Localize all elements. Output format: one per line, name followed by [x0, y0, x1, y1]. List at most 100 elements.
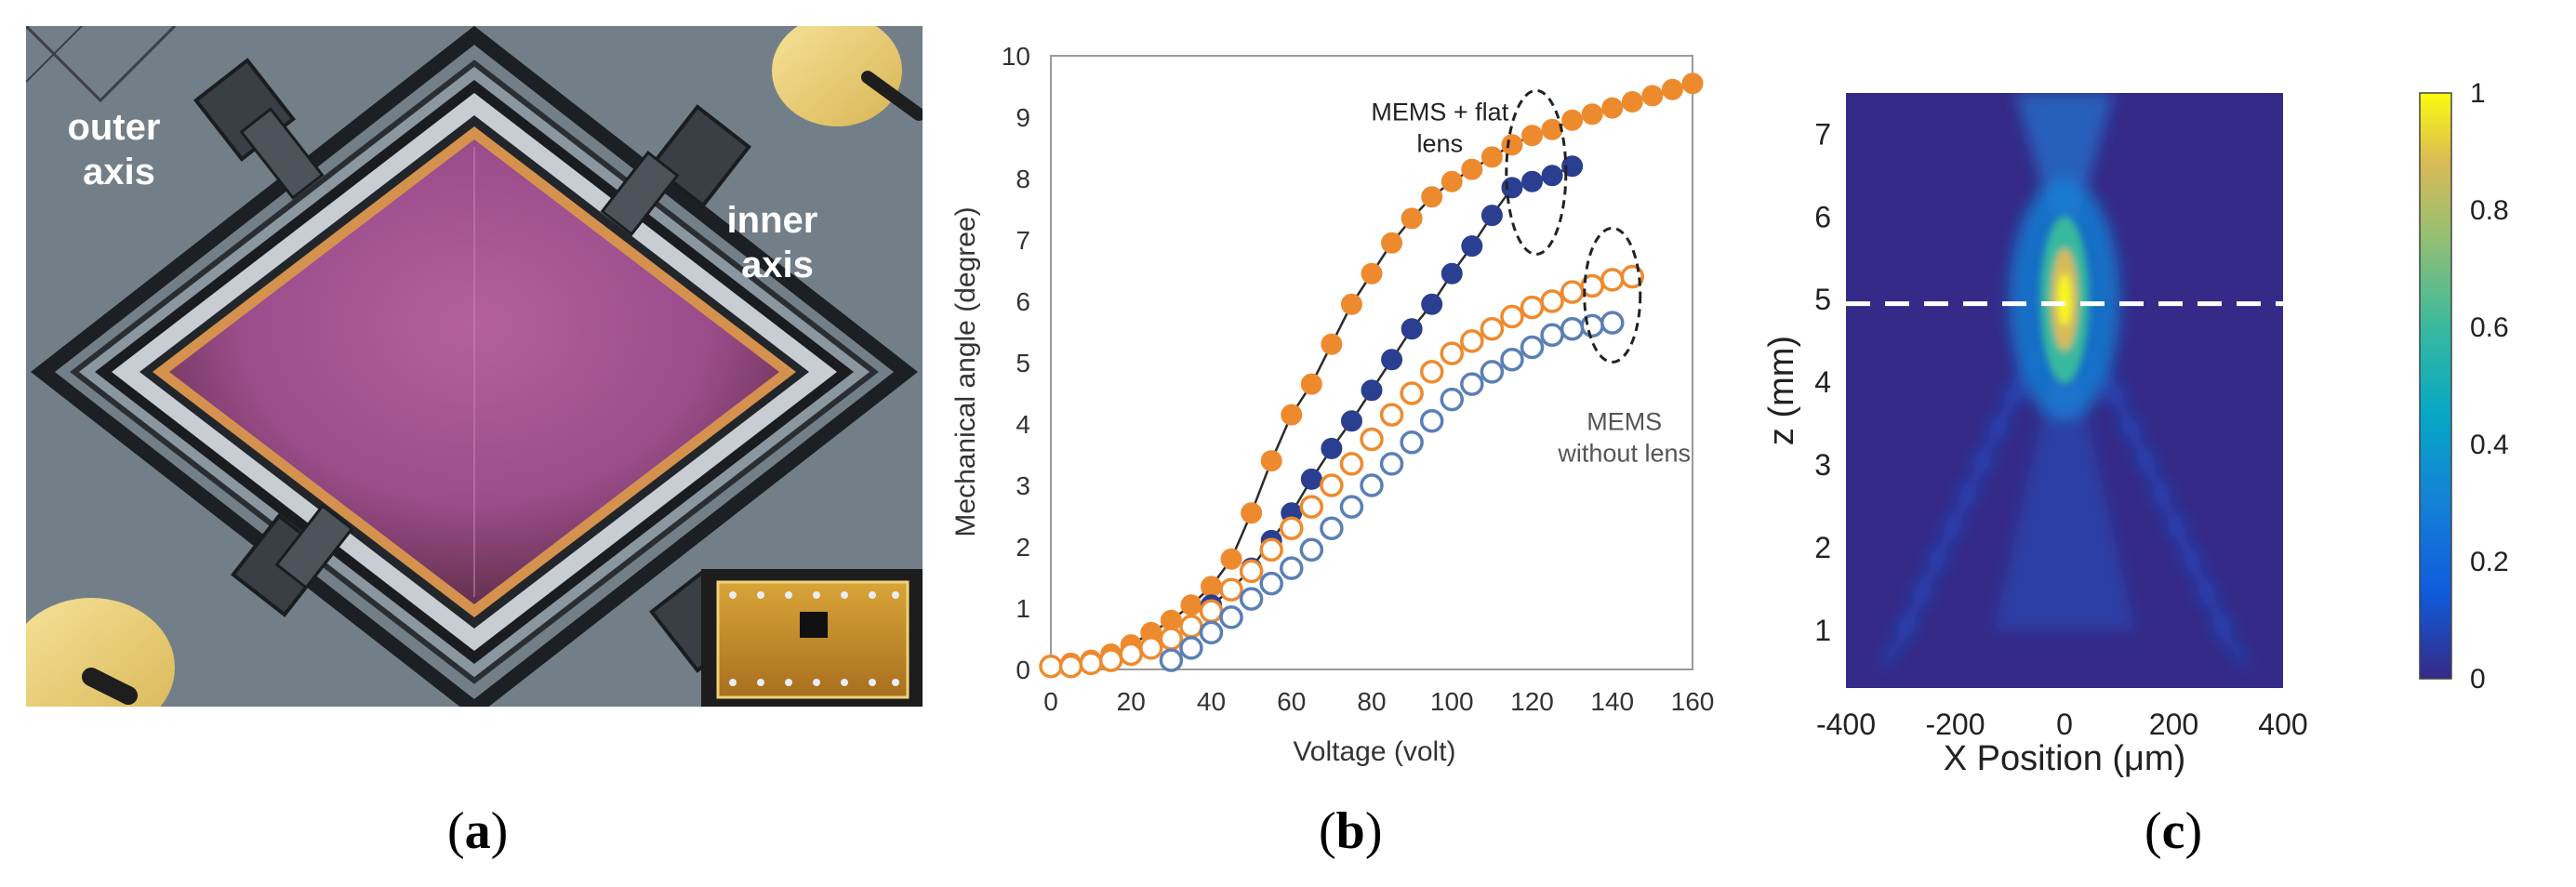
b-y-tick-label: 3	[1016, 471, 1030, 500]
label-inner-axis: inner axis	[727, 200, 829, 285]
b-data-point	[1600, 311, 1625, 335]
panel-b-chart: 0 20 40 60 80 100 120 140 160 0 1 2 3 4 5 6 7 8 9 10 MEMS +…	[930, 19, 1739, 790]
b-x-tick-label: 120	[1510, 687, 1554, 716]
beam-intensity-map: -400 -200 0 200 400 1 2 3 4 5 6 7 0 0.2 0.4 0.6 0.8 1 X …	[1762, 78, 2509, 778]
b-data-point	[1220, 548, 1242, 570]
b-x-tick-label: 160	[1671, 687, 1715, 716]
colorbar-tick-label: 0	[2470, 664, 2486, 695]
b-data-point	[1340, 410, 1362, 432]
b-data-point	[1441, 170, 1463, 192]
b-data-point	[1421, 293, 1443, 315]
b-data-point	[1239, 587, 1264, 611]
b-x-tick-label: 40	[1197, 687, 1226, 716]
panel-a-photo: outer axis inner axis	[26, 26, 923, 707]
b-data-point	[1259, 571, 1283, 596]
hinge-bottom-left	[230, 504, 354, 617]
b-data-point	[1239, 559, 1264, 584]
b-y-tick-label: 6	[1016, 287, 1030, 316]
b-y-axis-label: Mechanical angle (degree)	[950, 206, 981, 536]
b-data-point	[1541, 165, 1563, 187]
colorbar-tick-label: 0.8	[2470, 195, 2509, 226]
b-data-point	[1159, 648, 1184, 672]
b-data-point	[1419, 360, 1444, 384]
b-data-point	[1039, 654, 1063, 679]
b-data-point	[1440, 341, 1464, 365]
b-data-point	[1300, 468, 1322, 490]
b-x-tick-label: 80	[1357, 687, 1386, 716]
colorbar-gradient	[2419, 92, 2452, 680]
b-y-tick-label: 8	[1016, 165, 1030, 193]
b-data-point	[1179, 615, 1203, 639]
b-data-point	[1201, 576, 1222, 598]
c-y-tick-label: 4	[1814, 365, 1831, 399]
label-outer-axis: outer axis	[67, 107, 170, 192]
b-data-point	[1180, 594, 1202, 616]
b-data-point	[1199, 620, 1224, 645]
b-data-point	[1500, 304, 1524, 329]
b-data-point	[1179, 636, 1203, 660]
b-annotation-text: MEMS + flat lens	[1371, 98, 1508, 157]
b-data-point	[1419, 408, 1444, 433]
b-data-point	[1560, 280, 1585, 304]
b-data-point	[1281, 404, 1303, 426]
b-plot-frame	[1050, 55, 1693, 670]
b-data-point	[1219, 577, 1243, 602]
b-data-point	[1540, 323, 1564, 348]
b-y-tick-label: 10	[1002, 42, 1030, 71]
colorbar-tick-label: 0.4	[2470, 430, 2509, 460]
caption-a: (a)	[447, 802, 509, 860]
b-y-tick-label: 7	[1016, 226, 1030, 255]
c-y-tick-label: 1	[1814, 614, 1831, 647]
hinge-top-right	[600, 104, 752, 236]
heatmap-plot-area	[1846, 93, 2292, 688]
b-data-point	[1661, 78, 1683, 100]
c-y-tick-label: 7	[1814, 117, 1831, 151]
b-data-point	[1340, 293, 1362, 315]
b-data-point	[1460, 329, 1484, 353]
b-data-point	[1299, 537, 1324, 563]
b-data-point	[1541, 118, 1563, 140]
caption-c: (c)	[2144, 802, 2203, 860]
b-data-point	[1501, 134, 1523, 156]
c-y-tick-label: 5	[1814, 283, 1831, 316]
b-data-point	[1058, 654, 1083, 679]
b-data-point	[1521, 170, 1543, 192]
b-data-point	[1461, 158, 1483, 180]
c-x-tick-label: 400	[2258, 708, 2307, 741]
b-data-point	[1320, 473, 1344, 497]
b-y-tick-label: 2	[1016, 533, 1030, 562]
c-x-tick-label: 0	[2056, 708, 2073, 741]
b-data-point	[1581, 103, 1603, 126]
b-data-point	[1379, 452, 1404, 476]
b-x-tick-label: 0	[1043, 687, 1058, 716]
b-data-point	[1241, 502, 1263, 524]
b-data-point	[1321, 437, 1343, 459]
b-data-point	[1259, 537, 1283, 563]
b-data-point	[1400, 430, 1424, 455]
b-data-point	[1321, 333, 1343, 355]
b-x-axis-label: Voltage (volt)	[1293, 736, 1455, 767]
b-data-point	[1681, 73, 1704, 95]
b-data-point	[1280, 556, 1304, 580]
b-y-tick-label: 4	[1016, 410, 1030, 439]
b-series-line	[1050, 82, 1693, 668]
b-data-point	[1501, 177, 1523, 199]
b-data-point	[1260, 450, 1282, 472]
b-data-point	[1079, 651, 1103, 676]
b-data-point	[1379, 403, 1404, 427]
b-data-point	[1641, 85, 1664, 107]
b-annotation-ellipse	[1583, 226, 1642, 364]
b-data-point	[1360, 427, 1384, 452]
b-data-point	[1441, 262, 1463, 285]
b-data-point	[1299, 495, 1324, 519]
b-data-point	[1481, 205, 1503, 227]
c-x-tick-label: 200	[2149, 708, 2198, 741]
b-x-tick-label: 60	[1277, 687, 1306, 716]
b-data-point	[1098, 648, 1123, 672]
colorbar-tick-label: 1	[2470, 78, 2486, 109]
b-series-2	[1039, 264, 1645, 679]
angle-voltage-chart: 0 20 40 60 80 100 120 140 160 0 1 2 3 4 5 6 7 8 9 10 MEMS +…	[950, 42, 1715, 767]
b-data-point	[1280, 516, 1304, 540]
c-y-axis-label: z (mm)	[1762, 336, 1801, 445]
b-y-tick-label: 0	[1016, 655, 1030, 684]
